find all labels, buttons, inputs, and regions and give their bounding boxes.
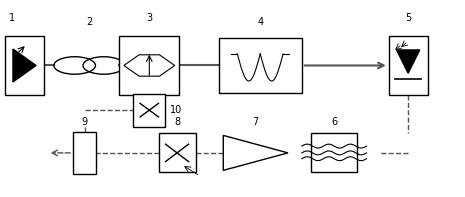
Bar (119, 36, 179, 95)
Text: 2: 2 (86, 17, 93, 27)
Bar (311, 133, 357, 172)
Text: 3: 3 (146, 13, 153, 23)
Text: 1: 1 (8, 13, 14, 23)
Text: 4: 4 (257, 17, 263, 27)
Polygon shape (13, 49, 36, 82)
Bar (133, 94, 166, 127)
Text: 7: 7 (252, 117, 259, 127)
Polygon shape (397, 50, 420, 73)
Text: 6: 6 (331, 117, 337, 127)
Polygon shape (223, 135, 288, 170)
Text: 5: 5 (405, 13, 411, 23)
Bar (73, 132, 96, 174)
Text: 10: 10 (170, 105, 182, 115)
Bar (5, 36, 44, 95)
Text: 9: 9 (81, 117, 87, 127)
Bar (219, 38, 302, 93)
Bar (388, 36, 428, 95)
Bar (159, 133, 195, 172)
Text: 8: 8 (174, 117, 180, 127)
